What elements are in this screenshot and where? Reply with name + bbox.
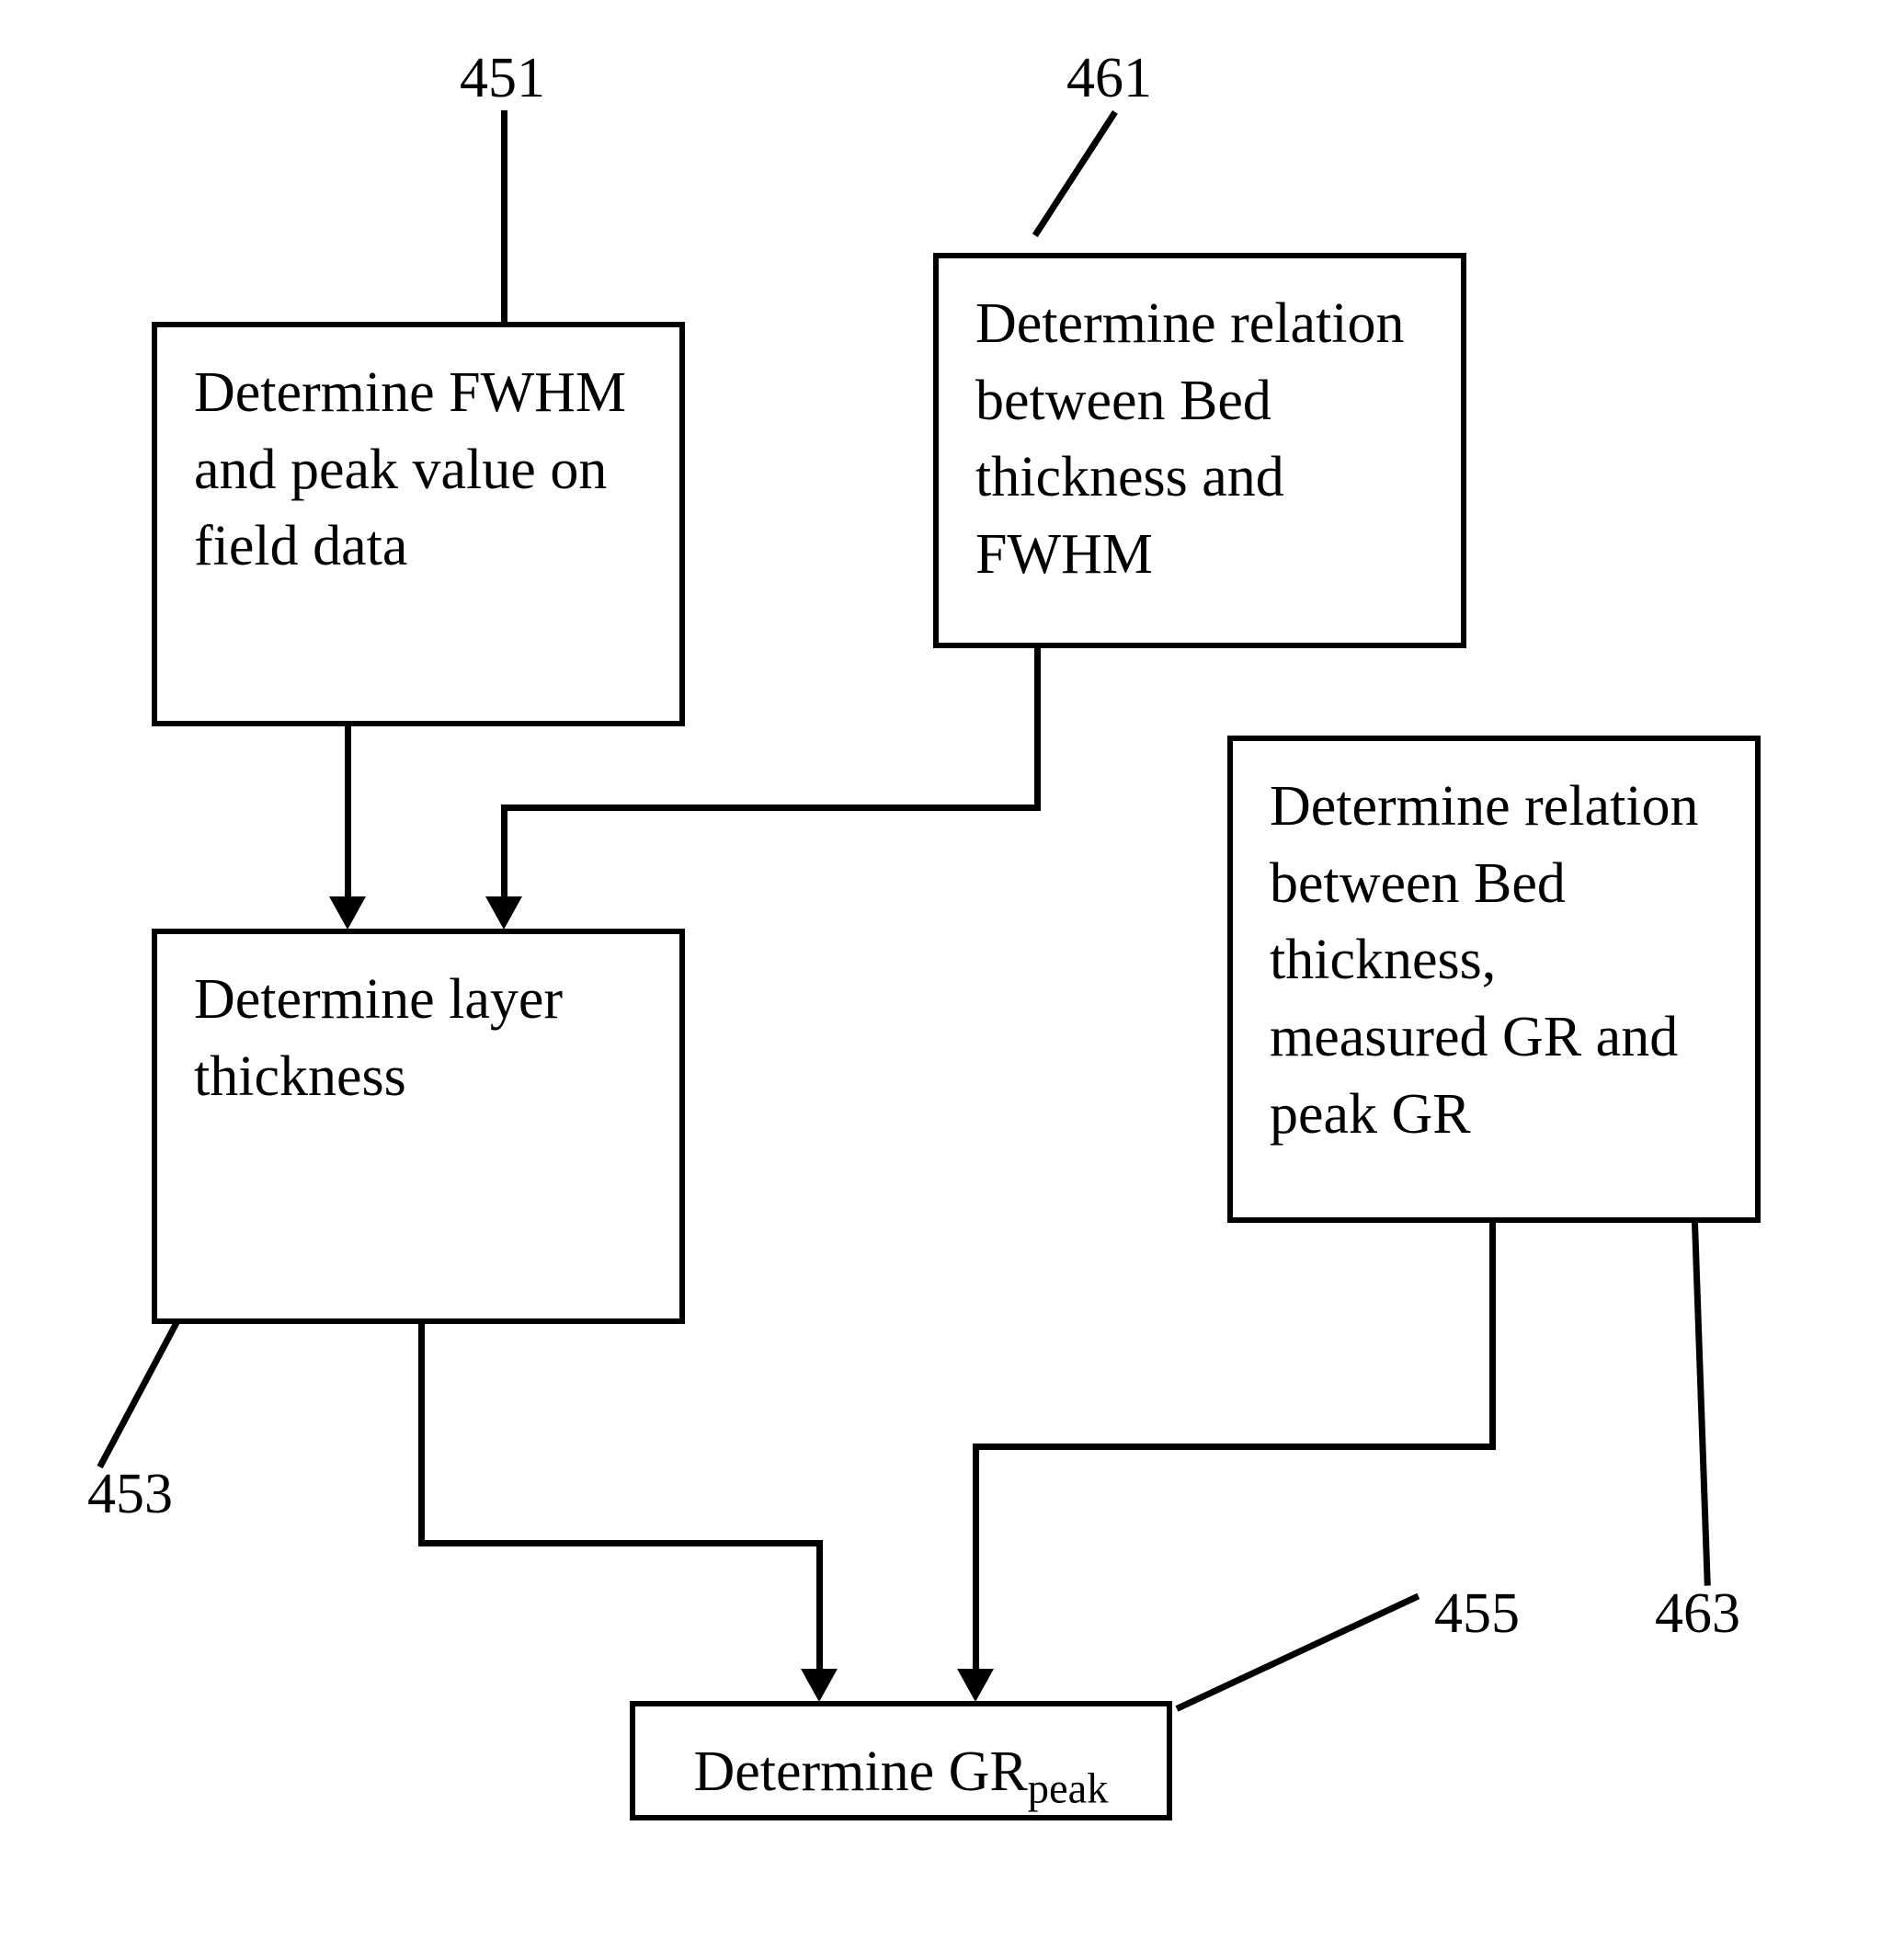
box-463: Determine relation between Bed thickness… (1227, 736, 1761, 1223)
box-453: Determine layer thickness (152, 929, 685, 1324)
flowchart: 451 461 453 455 463 Determine FWHM and p… (0, 0, 1904, 1940)
label-455: 455 (1434, 1581, 1520, 1647)
connector-451 (501, 110, 507, 322)
connector-455 (1176, 1593, 1420, 1712)
box-461: Determine relation between Bed thickness… (933, 253, 1466, 648)
connector-453 (97, 1319, 180, 1468)
arrow-463-to-455-head (957, 1669, 994, 1702)
arrow-453-to-455-head (801, 1669, 838, 1702)
arrow-453-to-455-v2 (816, 1540, 823, 1669)
arrow-453-to-455-v1 (418, 1324, 425, 1545)
arrow-461-to-453-h (501, 805, 1041, 811)
arrow-463-to-455-h (973, 1444, 1496, 1450)
box-455-text: Determine GR (693, 1740, 1027, 1803)
label-451: 451 (460, 46, 545, 111)
label-461: 461 (1066, 46, 1152, 111)
box-451: Determine FWHM and peak value on field d… (152, 322, 685, 726)
arrow-453-to-455-h (418, 1540, 823, 1546)
connector-463 (1692, 1223, 1711, 1586)
label-453: 453 (87, 1462, 173, 1527)
box-455: Determine GRpeak (630, 1701, 1172, 1820)
box-455-sub: peak (1028, 1765, 1109, 1812)
arrow-463-to-455-v2 (973, 1444, 979, 1669)
arrow-461-to-453-v2 (501, 805, 507, 896)
arrow-451-to-453-head (329, 896, 366, 930)
connector-461 (1032, 110, 1118, 237)
arrow-461-to-453-v1 (1034, 648, 1041, 809)
arrow-451-to-453-v (345, 726, 351, 896)
arrow-463-to-455-v1 (1489, 1223, 1496, 1448)
arrow-461-to-453-head (485, 896, 522, 930)
label-463: 463 (1655, 1581, 1740, 1647)
